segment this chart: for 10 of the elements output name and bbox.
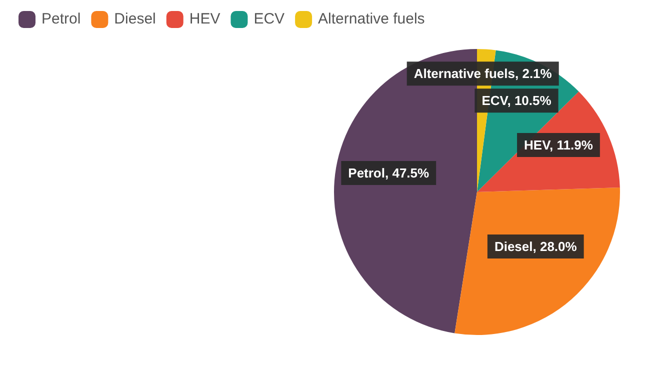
legend-label: Alternative fuels [318,10,425,28]
legend-label: Petrol [42,10,81,28]
legend-label: Diesel [114,10,156,28]
legend-label: HEV [189,10,220,28]
data-label: Alternative fuels, 2.1% [414,66,552,82]
data-label: Petrol, 47.5% [348,166,430,181]
legend-label: ECV [254,10,285,28]
data-label: HEV, 11.9% [524,138,594,153]
data-label: ECV, 10.5% [482,93,552,108]
data-label: Diesel, 28.0% [494,239,578,254]
